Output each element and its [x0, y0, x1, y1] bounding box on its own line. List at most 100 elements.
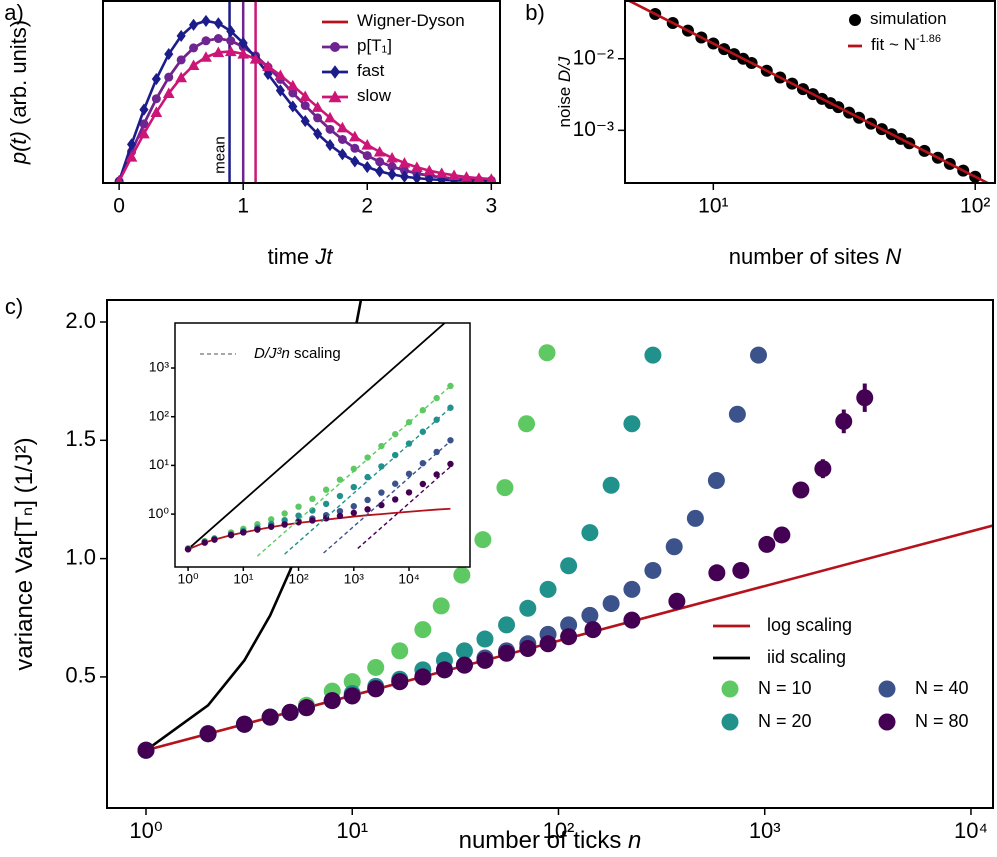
legend-marker: [849, 14, 861, 26]
legend-text: slow: [357, 86, 392, 105]
legend-text: iid scaling: [767, 647, 846, 667]
marker: [538, 344, 556, 362]
marker: [387, 162, 397, 172]
marker: [322, 500, 330, 508]
series-line: [626, 1, 991, 183]
marker: [361, 139, 374, 150]
legend-text: N = 20: [758, 711, 812, 731]
text-part: number of sites: [729, 244, 886, 269]
legend-label: fast: [357, 61, 385, 80]
marker: [262, 60, 274, 71]
marker: [362, 151, 372, 161]
y-tick-label: 10¹: [149, 456, 170, 472]
text-part: n: [628, 827, 641, 854]
marker: [412, 172, 422, 183]
marker: [644, 346, 662, 364]
marker: [313, 127, 323, 140]
marker: [187, 59, 200, 71]
marker: [399, 165, 409, 175]
marker: [336, 507, 344, 515]
marker: [323, 692, 341, 710]
marker: [392, 496, 399, 503]
marker: [392, 480, 399, 487]
marker: [126, 138, 137, 151]
marker: [200, 51, 212, 62]
x-tick-label: 10³: [344, 571, 365, 587]
marker: [281, 521, 288, 528]
marker: [405, 470, 413, 478]
marker: [581, 606, 599, 624]
marker: [364, 506, 371, 513]
marker: [350, 483, 357, 491]
marker: [281, 703, 299, 721]
text-part: D/J³n: [254, 345, 290, 362]
y-tick-label: 1.0: [65, 544, 96, 569]
marker: [539, 635, 557, 653]
marker: [476, 630, 494, 648]
marker: [414, 668, 432, 686]
text-part: variance Var[Tₙ] (1/J²): [11, 437, 38, 670]
legend-label: fit ~ N-1.86: [871, 33, 941, 55]
x-tick-label: 0: [113, 195, 125, 218]
marker: [114, 175, 124, 183]
marker: [584, 621, 602, 639]
marker: [732, 561, 750, 579]
marker: [329, 65, 341, 79]
marker: [337, 148, 347, 161]
marker: [213, 17, 223, 30]
marker: [139, 103, 149, 116]
marker: [201, 14, 211, 27]
marker: [708, 564, 726, 582]
legend-text: N = 40: [915, 678, 969, 698]
x-tick-label: 10¹: [698, 195, 728, 218]
marker: [348, 130, 361, 142]
x-tick-label: 10⁰: [177, 571, 199, 587]
marker: [432, 597, 450, 615]
y-tick-label: 10²: [149, 407, 170, 423]
marker: [151, 72, 161, 86]
legend-label: D/J³n scaling: [254, 345, 341, 362]
marker: [386, 152, 398, 163]
marker: [330, 42, 340, 52]
marker: [227, 531, 235, 539]
y-tick-label: 10⁻³: [573, 118, 614, 141]
marker: [211, 536, 218, 543]
marker: [350, 143, 360, 153]
legend-text: fit ~ N: [871, 35, 916, 54]
marker: [254, 526, 261, 533]
marker: [835, 412, 853, 430]
x-tick-label: 10¹: [233, 571, 254, 587]
marker: [201, 36, 211, 46]
y-tick-label: 1.5: [65, 426, 96, 451]
marker: [164, 48, 174, 61]
marker: [268, 523, 275, 530]
marker: [758, 535, 776, 553]
marker: [286, 79, 299, 91]
marker: [856, 389, 874, 407]
marker: [447, 460, 454, 468]
marker: [288, 100, 298, 113]
marker: [398, 157, 411, 168]
x-tick-label: 10¹: [336, 818, 368, 843]
plot-area: [137, 300, 993, 759]
panel-label: a): [4, 0, 24, 25]
marker: [313, 113, 323, 123]
legend-label: Wigner-Dyson: [357, 11, 465, 30]
marker: [792, 481, 810, 499]
marker: [322, 486, 330, 493]
marker: [309, 495, 316, 503]
mean-label: mean: [212, 136, 229, 174]
marker: [224, 45, 237, 57]
marker: [519, 640, 537, 658]
marker: [560, 557, 578, 575]
x-tick-label: 10⁴: [954, 818, 988, 843]
marker: [275, 84, 285, 97]
x-tick-label: 3: [485, 195, 497, 218]
marker: [299, 90, 312, 101]
axes-frame: [624, 0, 996, 184]
marker: [295, 519, 302, 526]
series-line: [256, 385, 451, 557]
x-tick-label: 10²: [288, 571, 309, 587]
marker: [539, 580, 557, 598]
